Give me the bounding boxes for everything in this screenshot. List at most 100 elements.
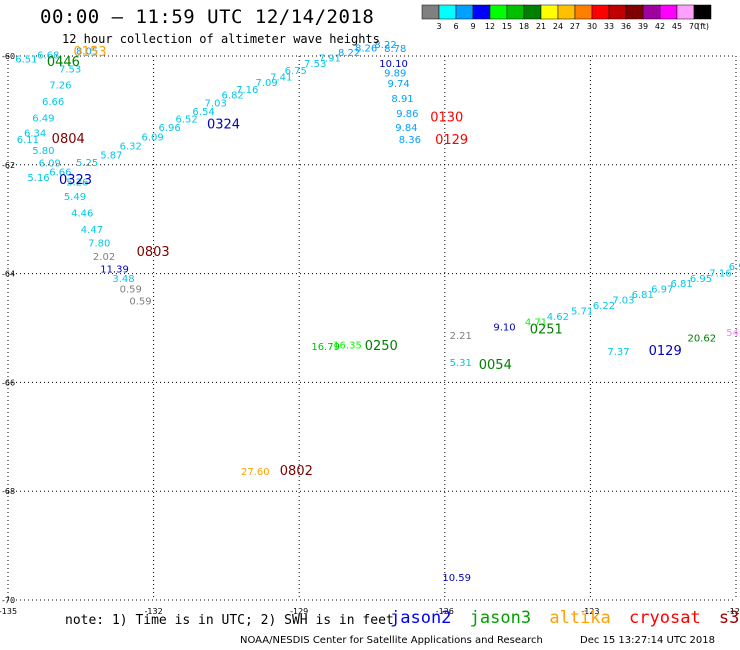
wave-height-value: 7.91 xyxy=(319,53,341,64)
pass-time: 0323 xyxy=(59,173,92,188)
wave-height-value: 6.34 xyxy=(24,129,46,140)
wave-height-value: 6.82 xyxy=(222,90,244,101)
page-subtitle: 12 hour collection of altimeter wave hei… xyxy=(62,32,380,46)
pass-time: 0251 xyxy=(530,322,563,337)
wave-height-value: 20.62 xyxy=(687,334,716,345)
lon-tick-label: -126 xyxy=(436,607,454,616)
wave-height-value: 7.09 xyxy=(256,78,278,89)
wave-height-value: 8.36 xyxy=(399,135,421,146)
wave-height-value: 6.11 xyxy=(17,135,39,146)
map-grid xyxy=(7,55,737,601)
colorbar-swatch xyxy=(574,4,593,20)
wave-height-value: 8.26 xyxy=(355,44,377,55)
pass-time: 0802 xyxy=(280,464,313,479)
colorbar-tick: 45 xyxy=(672,22,682,31)
lat-tick-label: -64 xyxy=(2,270,15,279)
legend-jason3: jason3 xyxy=(469,608,532,628)
colorbar-swatch xyxy=(625,4,644,20)
wave-height-value: 6.81 xyxy=(670,279,692,290)
lat-tick-label: -70 xyxy=(2,596,15,605)
wave-height-value: 9.89 xyxy=(384,69,406,80)
wave-height-value: 10.10 xyxy=(379,59,408,70)
wave-height-value: 11.39 xyxy=(100,265,129,276)
wave-height-value: 6.22 xyxy=(593,301,615,312)
wave-height-value: 6.75 xyxy=(285,66,307,77)
colorbar-swatch xyxy=(642,4,661,20)
colorbar-swatch xyxy=(438,4,457,20)
colorbar-swatch xyxy=(659,4,678,20)
wave-height-value: 6.66 xyxy=(49,168,71,179)
colorbar-tick: 39 xyxy=(638,22,648,31)
wave-height-value: 8.22 xyxy=(338,48,360,59)
colorbar-tick: 27 xyxy=(570,22,580,31)
wave-height-points: 6.51 6.68 8.05 7.53 7.26 6.66 6.49 6.346.115.80… xyxy=(15,40,740,584)
wave-height-value: 5.87 xyxy=(100,150,122,161)
pass-time: 0324 xyxy=(207,117,240,132)
wave-height-value: 2.21 xyxy=(450,331,472,342)
colorbar-swatch xyxy=(676,4,695,20)
wave-height-value: 4.47 xyxy=(81,225,103,236)
wave-height-value: 5.26 xyxy=(66,177,88,188)
wave-height-value: 6.95 xyxy=(690,274,712,285)
wave-height-value: 7.41 xyxy=(270,72,292,83)
wave-height-value: 5.16 xyxy=(27,173,49,184)
pass-time: 0804 xyxy=(52,132,85,147)
colorbar-tick: 42 xyxy=(655,22,665,31)
colorbar-tick: 15 xyxy=(502,22,512,31)
colorbar-swatch xyxy=(557,4,576,20)
units-note: note: 1) Time is in UTC; 2) SWH is in fe… xyxy=(65,613,394,628)
longitude-labels: -135 -132 -129 -126 -123 -120 xyxy=(0,607,740,616)
wave-height-value: 8.91 xyxy=(391,94,413,105)
colorbar-tick: 18 xyxy=(519,22,529,31)
wave-height-value: 9.86 xyxy=(396,109,418,120)
wave-height-value: 5.49 xyxy=(64,192,86,203)
wave-height-value: 9.84 xyxy=(395,123,417,134)
lon-tick-label: -132 xyxy=(145,607,163,616)
pass-time: 0803 xyxy=(137,245,170,260)
colorbar-tick: 24 xyxy=(553,22,563,31)
wave-height-value: 6.09 xyxy=(141,132,163,143)
wave-height-value: 27.60 xyxy=(241,467,270,478)
legend-jason2: jason2 xyxy=(390,608,452,628)
wave-height-value: 3.48 xyxy=(112,274,134,285)
wave-height-value: 6.96 xyxy=(158,123,180,134)
pass-time: 0054 xyxy=(479,358,512,373)
colorbar-tick: 12 xyxy=(485,22,495,31)
lon-tick-label: -123 xyxy=(581,607,599,616)
wave-height-value: 6.49 xyxy=(32,113,54,124)
wave-height-value: 6.54 xyxy=(192,107,214,118)
lon-tick-label: -120 xyxy=(727,607,740,616)
wave-height-value: 6.95 xyxy=(729,262,740,273)
colorbar-tick: 21 xyxy=(536,22,546,31)
wave-height-value: 7.26 xyxy=(49,81,71,92)
pass-time: 0129 xyxy=(435,133,468,148)
colorbar-swatch xyxy=(421,4,440,20)
wave-height-value: 4.62 xyxy=(547,312,569,323)
colorbar-swatch xyxy=(506,4,525,20)
wave-height-value: 16.79 xyxy=(311,342,340,353)
colorbar-tick: 9 xyxy=(470,22,475,31)
wave-height-value: 9.74 xyxy=(388,79,410,90)
colorbar-tick: 30 xyxy=(587,22,597,31)
wave-height-value: 4.71 xyxy=(525,317,547,328)
wave-height-value: 8.22 xyxy=(374,40,396,51)
wave-height-value: 2.02 xyxy=(93,252,115,263)
colorbar-swatch xyxy=(489,4,508,20)
wave-height-value: 16.35 xyxy=(333,341,362,352)
wave-height-value: 6.52 xyxy=(175,114,197,125)
colorbar-swatch xyxy=(608,4,627,20)
wave-height-value: 6.09 xyxy=(39,158,61,169)
wave-height-value: 7.53 xyxy=(59,64,81,75)
colorbar-swatch xyxy=(540,4,559,20)
pass-time: 0153 xyxy=(74,45,107,60)
generation-timestamp: Dec 15 13:27:14 UTC 2018 xyxy=(580,635,715,646)
lon-tick-label: -129 xyxy=(290,607,308,616)
wave-height-value: 8.05 xyxy=(76,46,98,57)
wave-height-value: 6.51 xyxy=(15,55,37,66)
wave-height-value: 7.53 xyxy=(304,59,326,70)
colorbar-swatch xyxy=(523,4,542,20)
wave-height-value: 5.31 xyxy=(450,358,472,369)
wave-height-value: 7.37 xyxy=(607,347,629,358)
legend-cryosat: cryosat xyxy=(629,608,701,628)
